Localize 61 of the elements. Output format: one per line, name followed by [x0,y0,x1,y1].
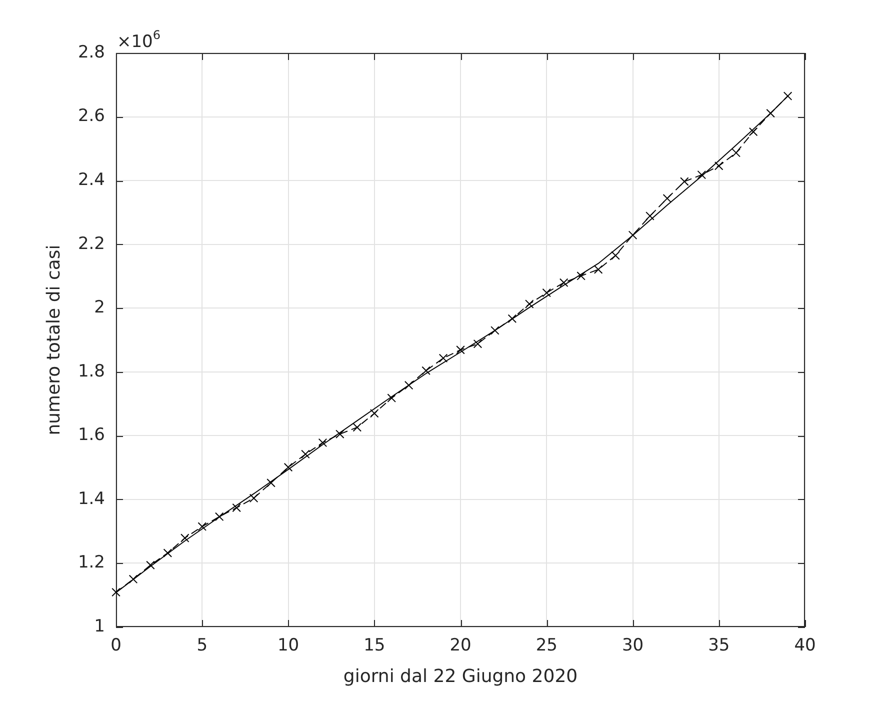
point [714,162,724,170]
x-axis-title: giorni dal 22 Giugno 2020 [343,666,578,687]
x-tick-label: 0 [110,636,122,656]
point [662,194,672,203]
point [198,522,207,531]
point [748,127,758,136]
point [732,148,740,158]
y-tick-label: 1.4 [78,488,105,509]
point [336,430,344,438]
point [594,265,603,274]
x-tick-label: 25 [536,636,558,656]
point [214,512,224,522]
x-tick-label: 30 [622,636,644,656]
point [112,588,120,597]
point [146,560,155,570]
point [404,380,414,390]
point [680,177,689,186]
point [525,300,534,308]
point [628,230,638,240]
point [128,574,138,584]
point [387,394,396,402]
x-tick-label: 5 [196,636,208,656]
point [766,108,775,118]
y-tick-label: 1.2 [78,552,105,573]
point [249,494,258,503]
y-tick-label: 2.4 [78,170,105,190]
point [232,503,241,512]
point [646,212,654,220]
point [473,339,482,348]
y-axis-title: numero totale di casi [43,244,64,436]
point [783,92,792,100]
point [697,170,706,180]
y-tick-label: 2.6 [78,106,105,126]
point [318,438,328,448]
point [266,478,276,488]
point [508,314,517,324]
point [490,326,500,335]
y-tick-label: 1 [94,616,105,636]
point [422,366,430,376]
point [301,450,310,459]
point [438,354,448,363]
x-tick-label: 10 [277,636,300,656]
point [559,278,568,287]
point [370,408,379,418]
point [163,548,172,558]
point [611,251,620,260]
x-tick-label: 35 [708,636,730,656]
point [542,288,552,298]
y-tick-label: 2.8 [78,42,105,62]
point [352,422,362,432]
x-tick-label: 40 [794,636,816,656]
y-tick-label: 1.6 [78,425,105,446]
point [456,345,465,354]
y-tick-label: 1.8 [78,361,105,382]
y-tick-label: 2 [94,298,105,318]
x-tick-label: 15 [364,636,386,656]
point [284,462,293,472]
point [576,272,586,280]
y-tick-label: 2.2 [78,234,105,254]
point [180,534,190,542]
x-tick-label: 20 [450,636,472,656]
